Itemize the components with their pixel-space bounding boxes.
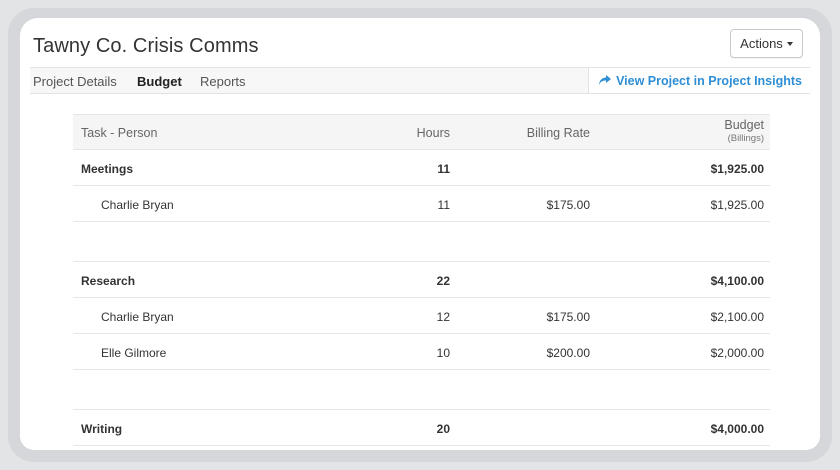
person-name: Elle Gilmore [101, 346, 167, 360]
view-insights-link[interactable]: View Project in Project Insights [588, 68, 810, 93]
tab-project-details[interactable]: Project Details [33, 74, 117, 89]
person-hours: 10 [436, 346, 450, 360]
header-billing-rate: Billing Rate [526, 126, 590, 140]
group-spacer [73, 222, 770, 262]
table-row: Meetings 11 $1,925.00 [73, 150, 770, 186]
task-hours: 11 [437, 162, 450, 176]
task-name: Writing [81, 422, 123, 436]
table-row: Charlie Bryan 11 $175.00 $1,925.00 [73, 186, 770, 222]
task-name: Meetings [81, 162, 134, 176]
tab-reports[interactable]: Reports [200, 74, 246, 89]
header-budget-label: Budget [724, 118, 764, 132]
tab-bar: Project Details Budget Reports View Proj… [30, 67, 810, 94]
task-budget: $1,925.00 [710, 162, 764, 176]
header-task-person: Task - Person [81, 126, 158, 140]
header-hours: Hours [416, 126, 450, 140]
table-row: Elle Gilmore 10 $200.00 $2,000.00 [73, 334, 770, 370]
tab-budget[interactable]: Budget [137, 74, 182, 89]
header-budget: Budget (Billings) [724, 119, 764, 145]
group-spacer [73, 370, 770, 410]
project-card: Tawny Co. Crisis Comms Actions Project D… [20, 18, 820, 450]
person-rate: $175.00 [546, 198, 590, 212]
task-hours: 22 [436, 274, 450, 288]
person-rate: $175.00 [546, 310, 590, 324]
task-budget: $4,100.00 [710, 274, 764, 288]
task-name: Research [81, 274, 136, 288]
insights-label: View Project in Project Insights [616, 73, 802, 88]
person-budget: $2,000.00 [710, 346, 764, 360]
table-row: Research 22 $4,100.00 [73, 262, 770, 298]
table-header: Task - Person Hours Billing Rate Budget … [73, 114, 770, 150]
person-name: Charlie Bryan [101, 198, 174, 212]
share-arrow-icon [599, 75, 612, 85]
task-hours: 20 [436, 422, 450, 436]
table-row: Charlie Bryan 12 $175.00 $2,100.00 [73, 298, 770, 334]
budget-table: Task - Person Hours Billing Rate Budget … [73, 114, 770, 446]
person-budget: $2,100.00 [710, 310, 764, 324]
task-budget: $4,000.00 [710, 422, 764, 436]
page-title: Tawny Co. Crisis Comms [33, 35, 259, 57]
caret-down-icon [786, 41, 793, 46]
person-name: Charlie Bryan [101, 310, 174, 324]
actions-label: Actions [740, 36, 783, 51]
person-budget: $1,925.00 [710, 198, 764, 212]
person-rate: $200.00 [546, 346, 590, 360]
actions-button[interactable]: Actions [730, 29, 803, 58]
header-budget-sub: (Billings) [727, 133, 764, 144]
person-hours: 12 [436, 310, 450, 324]
person-hours: 11 [437, 198, 450, 212]
table-row: Writing 20 $4,000.00 [73, 410, 770, 446]
